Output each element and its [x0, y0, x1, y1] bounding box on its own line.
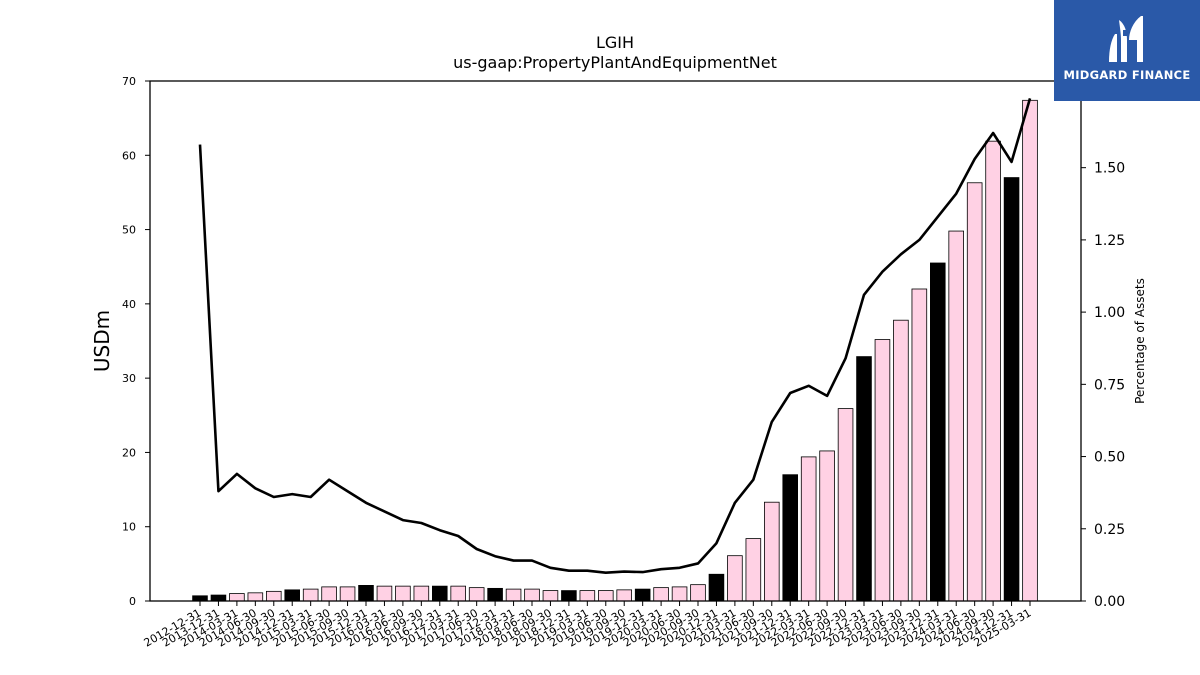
bar — [229, 593, 245, 602]
bar — [579, 590, 596, 602]
logo: MIDGARD FINANCE — [1054, 0, 1200, 101]
y2-tick-label: 0.50 — [1094, 450, 1125, 466]
y-tick-label: 40 — [122, 298, 136, 311]
bar — [671, 586, 688, 602]
bar — [524, 588, 540, 602]
bar — [727, 555, 743, 602]
bar — [764, 501, 780, 602]
bar — [800, 456, 817, 602]
bar — [819, 450, 835, 602]
bar — [856, 356, 872, 602]
bar — [782, 474, 799, 602]
bar — [911, 288, 928, 602]
bar — [708, 573, 725, 602]
bar — [468, 587, 485, 602]
bar — [339, 586, 356, 602]
bar — [395, 585, 411, 602]
y2-tick-label: 1.25 — [1094, 233, 1125, 249]
bar — [247, 592, 264, 602]
bar — [985, 140, 1001, 602]
bar — [210, 594, 227, 602]
bar — [413, 585, 430, 602]
bar — [487, 587, 503, 602]
y2-axis: 0.000.250.500.751.001.251.501.75 — [1081, 88, 1125, 610]
bar — [1022, 99, 1038, 602]
bar — [321, 586, 337, 602]
y-tick-label: 50 — [122, 224, 136, 237]
bar — [966, 182, 983, 602]
bar — [930, 262, 946, 602]
bar — [616, 589, 633, 602]
bar — [745, 538, 762, 602]
bar — [1003, 177, 1020, 602]
y2-tick-label: 1.50 — [1094, 161, 1125, 177]
y-tick-label: 30 — [122, 372, 136, 385]
chart-subtitle: us-gaap:PropertyPlantAndEquipmentNet — [453, 53, 777, 72]
y-tick-label: 0 — [129, 595, 136, 608]
bar — [634, 588, 651, 602]
logo-mark-icon — [1109, 16, 1143, 62]
plot-frame — [149, 80, 1082, 602]
bar — [690, 584, 706, 602]
bar — [431, 585, 448, 602]
y-axis-label: USDm — [90, 310, 114, 372]
bar — [450, 585, 466, 602]
bar — [598, 590, 614, 602]
x-axis: 2012-12-312013-12-312014-03-312014-06-30… — [142, 601, 1034, 650]
bar — [284, 589, 300, 602]
y-axis: 0 10 20 30 40 50 60 70 — [122, 75, 150, 608]
bar — [265, 590, 282, 602]
y2-tick-label: 0.25 — [1094, 522, 1125, 538]
bar — [505, 588, 522, 602]
y2-axis-label: Percentage of Assets — [1133, 278, 1147, 404]
bar — [561, 590, 577, 602]
bar — [376, 585, 393, 602]
y-tick-label: 60 — [122, 149, 136, 162]
bar — [948, 230, 965, 602]
y-tick-label: 10 — [122, 521, 136, 534]
y-tick-label: 70 — [122, 75, 136, 88]
bar — [837, 408, 854, 602]
y2-tick-label: 0.00 — [1094, 594, 1125, 610]
bar — [302, 588, 319, 602]
y2-tick-label: 0.75 — [1094, 377, 1125, 393]
y2-tick-label: 1.00 — [1094, 305, 1125, 321]
bar — [542, 590, 559, 602]
bar — [192, 595, 208, 602]
series-line — [198, 97, 1032, 574]
bar — [874, 339, 891, 602]
line-series — [198, 97, 1032, 574]
y-tick-label: 20 — [122, 446, 136, 459]
bar — [653, 587, 669, 602]
bar — [358, 585, 374, 602]
bar-series — [192, 99, 1038, 602]
chart-title: LGIH — [596, 33, 634, 52]
bar — [893, 319, 909, 602]
logo-name: MIDGARD FINANCE — [1063, 68, 1191, 82]
